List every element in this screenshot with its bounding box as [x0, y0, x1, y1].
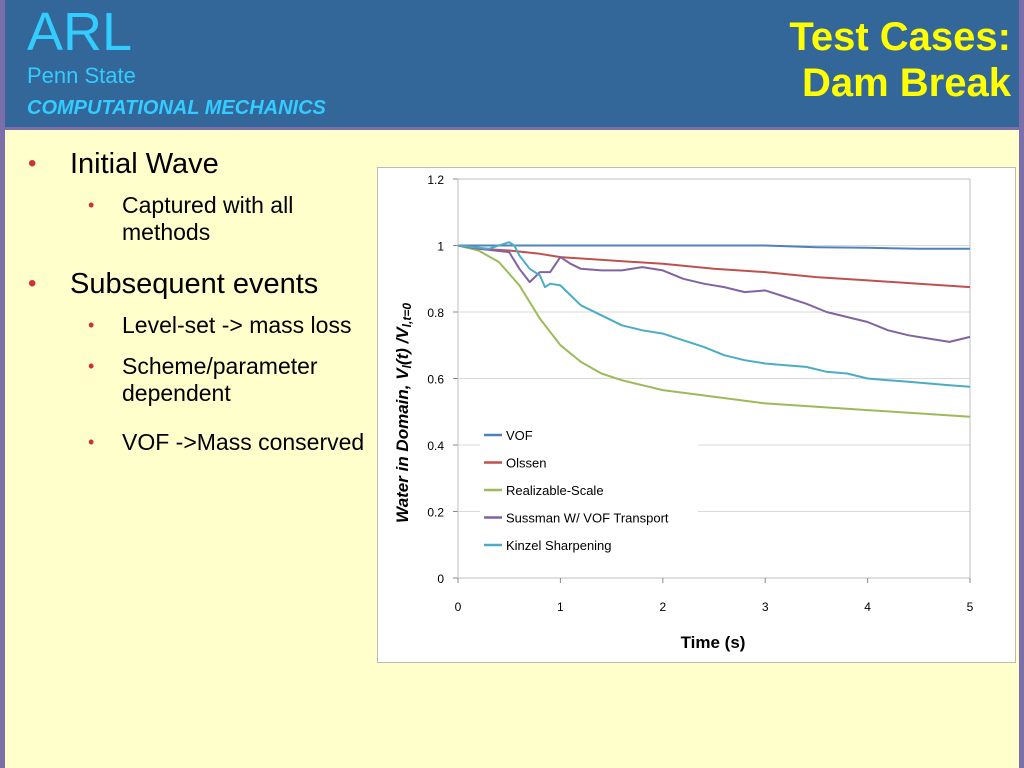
x-tick-label: 5 [967, 600, 974, 614]
chart-legend: VOF Olssen Realizable-Scale Sussman W/ VOF … [480, 421, 698, 561]
bullet-text: VOF ->Mass conserved [122, 429, 365, 455]
bullet-level-set: • Level-set -> mass loss [88, 312, 378, 339]
x-tick-label: 3 [762, 600, 769, 614]
legend-label: VOF [506, 428, 533, 443]
penn-state-label: Penn State [27, 63, 136, 88]
bullet-text: Scheme/parameter dependent [122, 353, 318, 406]
series-line-1 [457, 244, 971, 289]
y-label-part: Water in Domain, V [393, 367, 412, 523]
bullet-initial-wave: • Initial Wave [28, 148, 378, 180]
x-tick-label: 0 [455, 600, 462, 614]
line-chart: 0 0.2 0.4 0.6 0.8 1 1.2 0 1 2 3 4 5 VOF Olssen Realiza… [393, 173, 974, 652]
series-line-0 [458, 244, 970, 250]
bullet-scheme: • Scheme/parameter dependent [88, 353, 378, 407]
x-axis-label: Time (s) [681, 633, 746, 652]
y-axis-label: Water in Domain, Vl(t) /Vl,t=0 [393, 303, 414, 523]
legend-label: Realizable-Scale [506, 483, 604, 498]
bullet-vof: • VOF ->Mass conserved [88, 429, 378, 456]
bullet-dot: • [88, 195, 95, 215]
bullet-dot: • [28, 270, 37, 297]
y-tick-label: 0.4 [427, 439, 444, 453]
legend-label: Sussman W/ VOF Transport [506, 511, 669, 526]
plot-area [457, 178, 971, 579]
bullet-subsequent: • Subsequent events [28, 268, 378, 300]
comp-mech-label: COMPUTATIONAL MECHANICS [27, 97, 326, 119]
series-line-3 [457, 244, 971, 343]
y-tick-label: 1 [437, 240, 444, 254]
arl-logo: ARL [27, 2, 133, 62]
bullet-list: • Initial Wave • Captured with all metho… [28, 148, 378, 470]
x-tick-label: 4 [864, 600, 871, 614]
legend-box [480, 421, 698, 561]
series-line-2 [457, 244, 971, 418]
chart-series [457, 241, 971, 418]
y-label-sub: l [400, 364, 414, 368]
bullet-dot: • [28, 150, 37, 177]
bullet-dot: • [88, 356, 95, 376]
y-tick-label: 0 [437, 572, 444, 586]
x-tick-label: 2 [659, 600, 666, 614]
right-frame [1019, 0, 1024, 768]
slide-title: Test Cases: Dam Break [691, 14, 1011, 106]
bullet-dot: • [88, 432, 95, 452]
title-line-1: Test Cases: [789, 15, 1011, 59]
bullet-text: Captured with all methods [122, 192, 294, 245]
y-label-sub: l,t=0 [400, 303, 414, 328]
slide-header: ARL Penn State COMPUTATIONAL MECHANICS T… [5, 0, 1019, 130]
left-frame [0, 0, 5, 768]
legend-label: Kinzel Sharpening [506, 538, 612, 553]
bullet-text: Subsequent events [70, 268, 319, 300]
bullet-captured: • Captured with all methods [88, 192, 378, 246]
series-line-4 [457, 241, 971, 388]
legend-label: Olssen [506, 456, 546, 471]
x-tick-label: 1 [557, 600, 564, 614]
chart-axes: 0 0.2 0.4 0.6 0.8 1 1.2 0 1 2 3 4 5 [427, 173, 973, 614]
y-tick-label: 0.6 [427, 373, 444, 387]
bullet-dot: • [88, 315, 95, 335]
y-tick-label: 0.2 [427, 506, 444, 520]
y-label-part: (t) /V [393, 326, 412, 365]
bullet-text: Initial Wave [70, 148, 219, 180]
y-tick-label: 0.8 [427, 306, 444, 320]
y-tick-label: 1.2 [427, 173, 444, 187]
title-line-2: Dam Break [801, 61, 1011, 105]
chart-container: 0 0.2 0.4 0.6 0.8 1 1.2 0 1 2 3 4 5 VOF Olssen Realiza… [377, 167, 1016, 663]
bullet-text: Level-set -> mass loss [122, 312, 352, 338]
